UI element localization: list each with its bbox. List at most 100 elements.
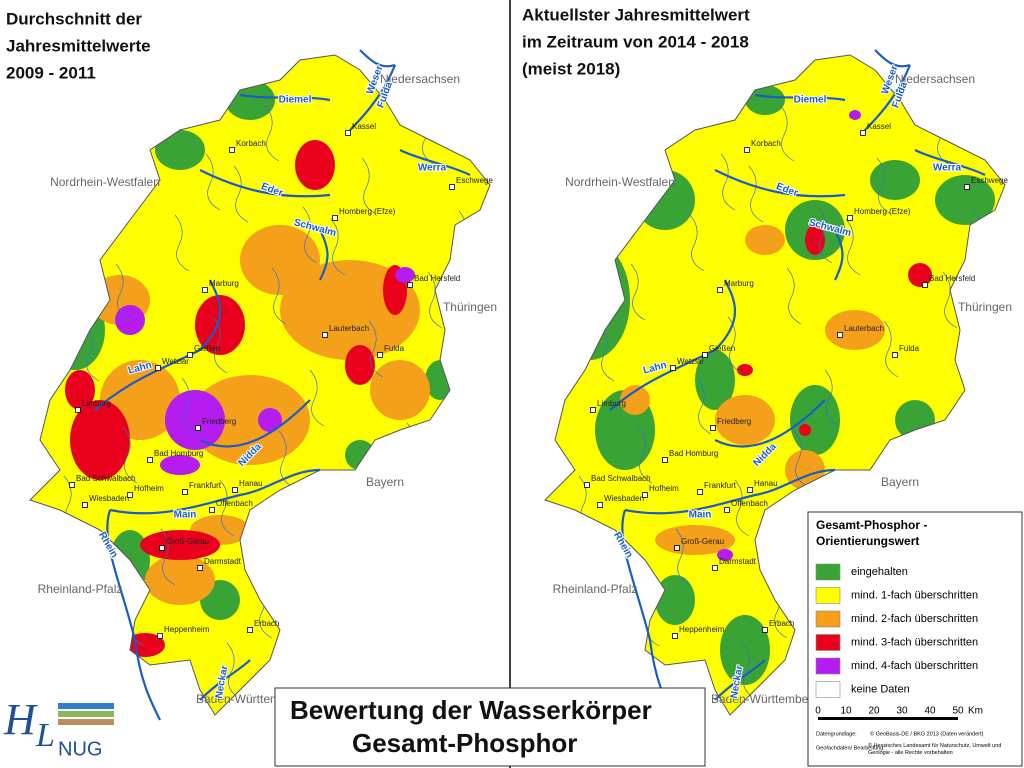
stream: [278, 430, 294, 488]
logo-stripe: [58, 703, 114, 709]
stream: [368, 320, 384, 378]
river: [754, 93, 846, 102]
place-label: Gießen: [709, 344, 735, 353]
place-marker: [847, 215, 853, 221]
map-patch: [70, 400, 130, 480]
stream: [630, 263, 646, 321]
place-marker: [922, 282, 928, 288]
scale-label: 50: [952, 706, 964, 717]
place-marker: [597, 502, 603, 508]
logo-h: H: [3, 695, 38, 744]
map-patch: [908, 263, 932, 287]
river-label: Diemel: [279, 95, 312, 106]
source-text: © Hessisches Landesamt für Naturschutz, …: [868, 743, 1002, 756]
legend-swatch: [815, 657, 841, 675]
stream: [302, 206, 318, 264]
place-marker: [747, 487, 753, 493]
river-label: Diemel: [794, 95, 827, 106]
legend-box: [807, 511, 1023, 767]
river: [109, 468, 321, 515]
map-patch: [737, 364, 753, 376]
map-patch: [345, 345, 375, 385]
neighbor-label: Nordrhein-Westfalen: [565, 175, 675, 189]
stream: [720, 153, 736, 211]
place-marker: [82, 502, 88, 508]
map-patch: [805, 225, 825, 255]
source-text: © GeoBasis-DE / BKG 2013 (Daten veränder…: [870, 730, 984, 737]
place-marker: [75, 407, 81, 413]
stream: [271, 267, 287, 325]
legend-swatch: [815, 610, 841, 628]
legend-swatch: [815, 681, 841, 698]
map-patch: [870, 160, 920, 200]
stream: [219, 479, 235, 537]
stream: [309, 369, 325, 427]
map-patch: [799, 424, 811, 436]
stream: [122, 426, 138, 484]
place-marker: [449, 184, 455, 190]
legend-label: mind. 2-fach überschritten: [851, 613, 978, 625]
place-label: Bad Schwalbach: [76, 474, 136, 483]
legend-swatch: [815, 634, 841, 651]
place-marker: [642, 492, 648, 498]
place-marker: [229, 147, 235, 153]
place-label: Wetzlar: [677, 357, 704, 366]
stream: [205, 153, 221, 211]
neighbor-label: Rheinland-Pfalz: [38, 582, 123, 596]
place-marker: [377, 352, 383, 358]
place-marker: [332, 215, 338, 221]
map-patch: [695, 350, 735, 410]
river: [714, 659, 766, 701]
map-patch: [140, 530, 220, 560]
place-label: Gießen: [194, 344, 220, 353]
place-marker: [69, 482, 75, 488]
logo-stripe: [58, 719, 114, 725]
place-marker: [717, 287, 723, 293]
map-patch: [155, 130, 205, 170]
place-marker: [674, 545, 680, 551]
legend-label: mind. 1-fach überschritten: [851, 589, 978, 601]
place-marker: [187, 352, 193, 358]
place-label: Offenbach: [216, 499, 253, 508]
river: [199, 659, 251, 701]
right-title: im Zeitraum von 2014 - 2018: [522, 32, 749, 51]
river: [319, 229, 329, 281]
stream: [817, 206, 833, 264]
place-label: Bad Schwalbach: [591, 474, 651, 483]
place-label: Heppenheim: [679, 625, 725, 634]
map-patch: [165, 390, 225, 450]
legend-label: keine Daten: [851, 683, 910, 695]
place-marker: [762, 627, 768, 633]
place-marker: [672, 633, 678, 639]
stream: [689, 214, 705, 272]
place-label: Homberg (Efze): [339, 207, 396, 216]
stream: [427, 271, 443, 329]
map-patch: [790, 385, 840, 455]
place-label: Darmstadt: [204, 557, 242, 566]
map-patch: [620, 385, 650, 415]
place-marker: [147, 457, 153, 463]
place-marker: [837, 332, 843, 338]
place-marker: [744, 147, 750, 153]
place-marker: [345, 130, 351, 136]
map-patch: [825, 310, 885, 350]
place-marker: [584, 482, 590, 488]
stream: [361, 157, 377, 215]
stream: [696, 377, 712, 435]
river-label: Main: [689, 510, 712, 521]
stream: [174, 214, 190, 272]
place-label: Heppenheim: [164, 625, 210, 634]
stream: [84, 324, 100, 382]
place-label: Friedberg: [202, 417, 236, 426]
place-label: Korbach: [751, 139, 781, 148]
stream: [160, 528, 176, 586]
river: [359, 49, 396, 68]
river: [349, 64, 397, 131]
map-patch: [160, 455, 200, 475]
stream: [181, 377, 197, 435]
place-marker: [697, 489, 703, 495]
place-label: Lauterbach: [844, 324, 884, 333]
logo-stripe: [58, 711, 114, 717]
place-marker: [670, 365, 676, 371]
place-marker: [407, 282, 413, 288]
